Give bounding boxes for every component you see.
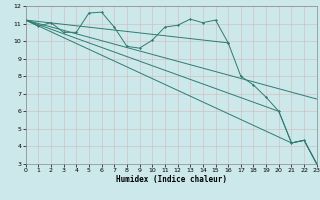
X-axis label: Humidex (Indice chaleur): Humidex (Indice chaleur) [116, 175, 227, 184]
